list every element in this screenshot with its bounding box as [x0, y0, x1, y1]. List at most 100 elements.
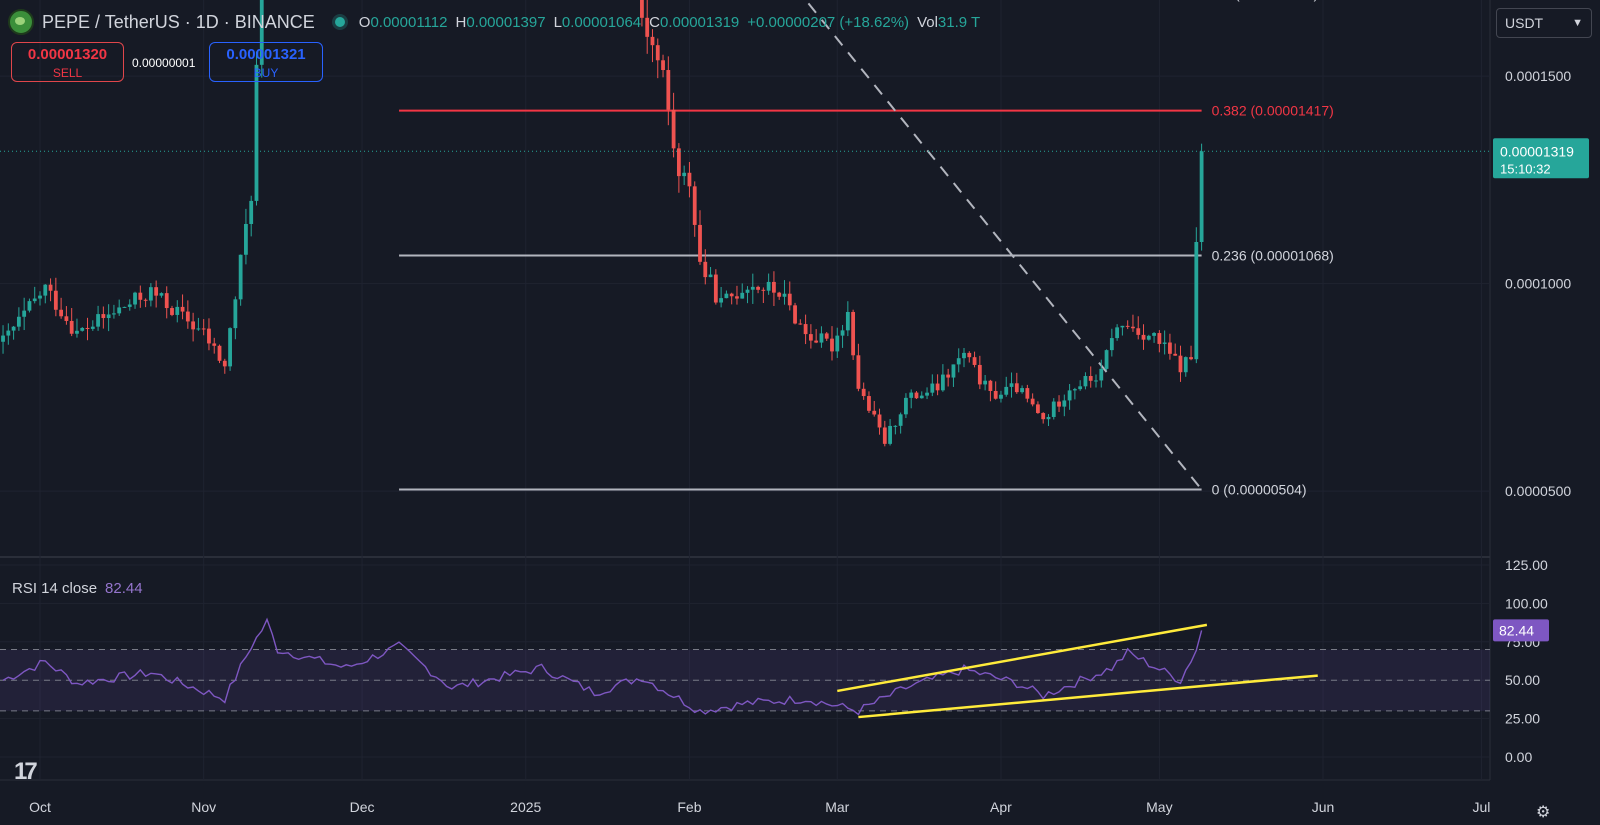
candle-body	[75, 330, 79, 334]
symbol-title[interactable]: PEPE / TetherUS · 1D · BINANCE	[42, 11, 315, 32]
candle-body	[946, 374, 951, 378]
candle-body	[766, 281, 771, 291]
candle-body	[1009, 383, 1014, 387]
time-tick-label: Dec	[350, 799, 375, 815]
candle-body	[640, 0, 644, 18]
candle-body	[96, 314, 100, 327]
candle-body	[112, 313, 116, 315]
candle-body	[655, 45, 660, 61]
candle-body	[233, 299, 238, 329]
candle-body	[117, 307, 122, 314]
chevron-down-icon: ▼	[1572, 17, 1583, 29]
candle-body	[909, 392, 914, 398]
currency-value: USDT	[1505, 15, 1544, 31]
candle-body	[708, 274, 713, 278]
candle-body	[904, 397, 908, 415]
candle-body	[750, 286, 755, 290]
candle-body	[729, 293, 734, 297]
candle-body	[212, 343, 217, 346]
time-tick-label: Jun	[1312, 799, 1335, 815]
candle-body	[1020, 388, 1024, 393]
candle-body	[1083, 376, 1088, 387]
candle-body	[1099, 368, 1104, 381]
candle-body	[1078, 386, 1083, 390]
current-price-value: 0.00001319	[1500, 143, 1574, 159]
candle-body	[898, 414, 903, 426]
ohlc-close: C0.00001319	[649, 13, 740, 31]
candle-body	[698, 224, 702, 262]
candle-body	[962, 352, 966, 359]
sell-button[interactable]: 0.00001320 SELL	[11, 42, 124, 82]
candle-body	[872, 410, 877, 415]
candle-body	[845, 311, 850, 331]
candle-body	[48, 284, 53, 291]
rsi-legend-value: 82.44	[105, 580, 143, 597]
candle-body	[53, 290, 58, 310]
candle-body	[175, 306, 180, 315]
tradingview-logo-icon[interactable]: 17	[14, 758, 38, 785]
candle-body	[724, 293, 729, 299]
candle-body	[666, 70, 671, 110]
fib-level-label: 0.382 (0.00001417)	[1212, 103, 1334, 119]
candle-body	[106, 314, 111, 319]
candle-body	[793, 305, 797, 324]
candle-body	[1030, 398, 1035, 405]
candle-body	[877, 414, 882, 428]
candle-body	[1109, 338, 1114, 351]
candle-body	[64, 316, 69, 321]
candle-body	[983, 380, 988, 385]
time-tick-label: May	[1146, 799, 1172, 815]
market-status-icon[interactable]	[334, 17, 345, 27]
candle-body	[217, 345, 222, 361]
price-tick-label: 0.0001000	[1505, 276, 1571, 292]
candle-body	[808, 334, 813, 341]
ohlc-low: L0.00001064	[553, 13, 642, 31]
candle-body	[951, 364, 956, 378]
candle-body	[148, 287, 153, 301]
buy-button[interactable]: 0.00001321 BUY	[209, 42, 323, 82]
candle-body	[893, 425, 898, 427]
candle-body	[201, 328, 206, 330]
candle-body	[1014, 383, 1019, 393]
currency-select[interactable]: USDT ▼	[1496, 8, 1592, 38]
time-tick-label: Mar	[825, 799, 849, 815]
candle-body	[1041, 413, 1046, 420]
candle-body	[1051, 401, 1056, 417]
candle-body	[914, 392, 919, 399]
candle-body	[90, 326, 95, 329]
candle-body	[703, 261, 708, 278]
ohlc-high: H0.00001397	[455, 13, 546, 31]
candle-body	[1025, 388, 1030, 399]
gear-icon[interactable]: ⚙	[1536, 804, 1551, 821]
candle-body	[824, 333, 829, 339]
pepe-logo-icon	[8, 9, 34, 35]
rsi-band	[0, 649, 1490, 711]
chart-header: PEPE / TetherUS · 1D · BINANCE O0.000011…	[8, 9, 988, 35]
buy-label: BUY	[253, 66, 279, 80]
candle-body	[1046, 416, 1051, 420]
candle-body	[1067, 390, 1072, 401]
candle-body	[1136, 328, 1141, 335]
candle-body	[38, 295, 42, 299]
candle-body	[238, 254, 243, 300]
candle-body	[967, 352, 972, 358]
candles	[1, 0, 1204, 447]
candle-body	[1157, 333, 1162, 344]
candle-body	[919, 395, 924, 399]
candle-body	[1199, 151, 1204, 243]
candle-body	[798, 323, 803, 325]
candle-body	[772, 281, 776, 293]
rsi-label: RSI 14 close	[12, 580, 98, 597]
rsi-tick-label: 100.00	[1505, 595, 1548, 611]
candle-body	[1162, 342, 1167, 344]
candle-body	[1146, 335, 1151, 340]
candle-body	[740, 292, 745, 299]
candle-body	[930, 383, 935, 393]
rsi-legend[interactable]: RSI 14 close 82.44	[12, 580, 143, 597]
candle-body	[977, 364, 982, 385]
time-tick-label: Jul	[1472, 799, 1490, 815]
candle-body	[1062, 400, 1067, 407]
candle-body	[999, 394, 1003, 399]
candle-body	[1072, 389, 1077, 391]
